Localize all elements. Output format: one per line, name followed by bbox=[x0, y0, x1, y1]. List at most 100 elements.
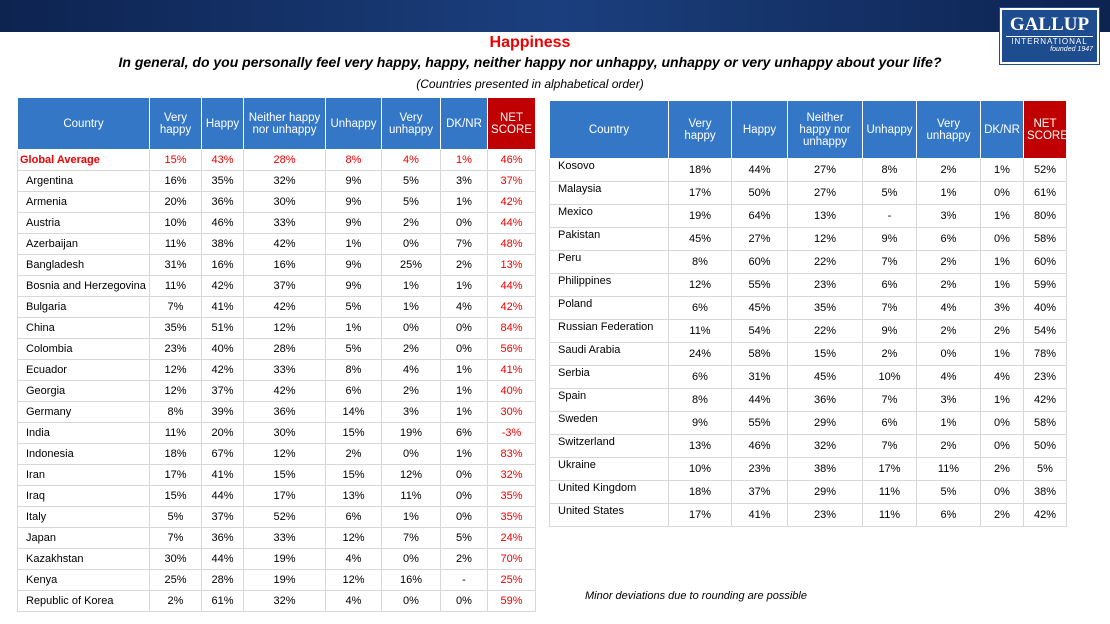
cell: 1% bbox=[440, 380, 488, 402]
country: Pakistan bbox=[549, 227, 669, 251]
country: United States bbox=[549, 503, 669, 527]
data-row: Germany 8% 39% 36% 14% 3% 1% 30% bbox=[17, 401, 536, 423]
cell: 1% bbox=[980, 158, 1024, 182]
country: Kosovo bbox=[549, 158, 669, 182]
cell: 2% bbox=[325, 443, 382, 465]
cell: 16% bbox=[381, 569, 441, 591]
country: Republic of Korea bbox=[17, 590, 150, 612]
cell: 42% bbox=[201, 275, 244, 297]
cell: 3% bbox=[916, 388, 981, 412]
cell: 36% bbox=[201, 191, 244, 213]
cell: 0% bbox=[440, 485, 488, 507]
cell: 33% bbox=[243, 212, 326, 234]
cell: 12% bbox=[149, 359, 202, 381]
cell: 11% bbox=[916, 457, 981, 481]
cell: 46% bbox=[487, 149, 536, 171]
country: Armenia bbox=[17, 191, 150, 213]
cell: 9% bbox=[325, 254, 382, 276]
cell: 51% bbox=[201, 317, 244, 339]
cell: 41% bbox=[201, 296, 244, 318]
cell: 4% bbox=[980, 365, 1024, 389]
cell: 44% bbox=[731, 158, 788, 182]
country: Russian Federation bbox=[549, 319, 669, 343]
cell: 1% bbox=[381, 506, 441, 528]
cell: 32% bbox=[487, 464, 536, 486]
cell: 45% bbox=[668, 227, 732, 251]
cell: 8% bbox=[325, 359, 382, 381]
cell: 9% bbox=[325, 170, 382, 192]
cell: 4% bbox=[916, 296, 981, 320]
cell: 25% bbox=[381, 254, 441, 276]
cell: 30% bbox=[149, 548, 202, 570]
data-row: India 11% 20% 30% 15% 19% 6% -3% bbox=[17, 422, 536, 444]
cell: 0% bbox=[381, 233, 441, 255]
cell: 42% bbox=[243, 233, 326, 255]
cell: 13% bbox=[668, 434, 732, 458]
data-row: Bulgaria 7% 41% 42% 5% 1% 4% 42% bbox=[17, 296, 536, 318]
cell: 12% bbox=[381, 464, 441, 486]
cell: 0% bbox=[440, 464, 488, 486]
country: Japan bbox=[17, 527, 150, 549]
cell: 52% bbox=[243, 506, 326, 528]
cell: 45% bbox=[731, 296, 788, 320]
country: Colombia bbox=[17, 338, 150, 360]
cell: 36% bbox=[787, 388, 863, 412]
cell: 84% bbox=[487, 317, 536, 339]
cell: 23% bbox=[149, 338, 202, 360]
cell: 36% bbox=[243, 401, 326, 423]
cell: 4% bbox=[381, 149, 441, 171]
cell: 0% bbox=[440, 317, 488, 339]
cell: 35% bbox=[149, 317, 202, 339]
data-row: Iran 17% 41% 15% 15% 12% 0% 32% bbox=[17, 464, 536, 486]
country: Georgia bbox=[17, 380, 150, 402]
cell: 42% bbox=[487, 191, 536, 213]
column-header: DK/NR bbox=[980, 100, 1024, 159]
cell: 0% bbox=[381, 443, 441, 465]
cell: 20% bbox=[149, 191, 202, 213]
cell: 1% bbox=[980, 273, 1024, 297]
cell: 27% bbox=[787, 181, 863, 205]
cell: 2% bbox=[980, 457, 1024, 481]
cell: 38% bbox=[787, 457, 863, 481]
cell: 61% bbox=[201, 590, 244, 612]
data-row: Japan 7% 36% 33% 12% 7% 5% 24% bbox=[17, 527, 536, 549]
cell: 43% bbox=[201, 149, 244, 171]
cell: 4% bbox=[440, 296, 488, 318]
cell: 60% bbox=[731, 250, 788, 274]
cell: 19% bbox=[381, 422, 441, 444]
cell: 5% bbox=[862, 181, 917, 205]
country: Germany bbox=[17, 401, 150, 423]
data-row: Malaysia 17% 50% 27% 5% 1% 0% 61% bbox=[549, 181, 1067, 205]
cell: 20% bbox=[201, 422, 244, 444]
cell: 0% bbox=[440, 506, 488, 528]
cell: 29% bbox=[787, 411, 863, 435]
cell: 16% bbox=[201, 254, 244, 276]
cell: 4% bbox=[381, 359, 441, 381]
cell: 24% bbox=[487, 527, 536, 549]
logo-sub: INTERNATIONAL bbox=[1006, 36, 1093, 46]
cell: 10% bbox=[149, 212, 202, 234]
data-row: Republic of Korea 2% 61% 32% 4% 0% 0% 59% bbox=[17, 590, 536, 612]
cell: 13% bbox=[787, 204, 863, 228]
cell: 1% bbox=[440, 149, 488, 171]
cell: 35% bbox=[787, 296, 863, 320]
cell: 50% bbox=[1023, 434, 1067, 458]
cell: 0% bbox=[980, 411, 1024, 435]
cell: 59% bbox=[487, 590, 536, 612]
cell: 46% bbox=[201, 212, 244, 234]
cell: 3% bbox=[980, 296, 1024, 320]
cell: 37% bbox=[201, 380, 244, 402]
cell: 44% bbox=[201, 548, 244, 570]
cell: 83% bbox=[487, 443, 536, 465]
cell: 12% bbox=[149, 380, 202, 402]
cell: 35% bbox=[201, 170, 244, 192]
cell: 6% bbox=[916, 503, 981, 527]
data-row: Sweden 9% 55% 29% 6% 1% 0% 58% bbox=[549, 411, 1067, 435]
data-row: Pakistan 45% 27% 12% 9% 6% 0% 58% bbox=[549, 227, 1067, 251]
cell: 38% bbox=[201, 233, 244, 255]
cell: 0% bbox=[980, 181, 1024, 205]
cell: 7% bbox=[862, 250, 917, 274]
cell: 2% bbox=[980, 503, 1024, 527]
column-header: Country bbox=[549, 100, 669, 159]
cell: 54% bbox=[731, 319, 788, 343]
